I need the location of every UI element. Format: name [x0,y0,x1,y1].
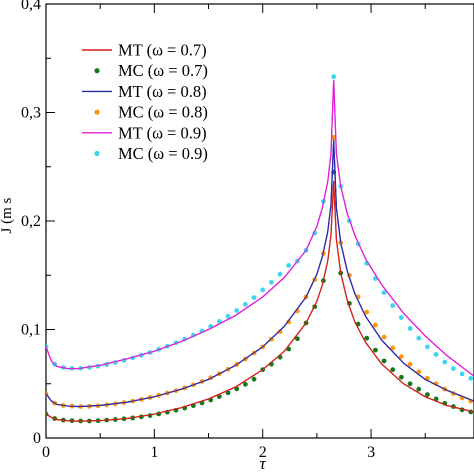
y-tick-label: 0,1 [21,322,41,339]
y-tick-label: 0 [33,430,41,447]
y-tick-label: 0,3 [21,105,41,122]
x-tick-label: 0 [42,444,50,461]
x-tick-label: 1 [150,444,158,461]
plot-area: 0 1 2 3 0 0,1 0,2 0,3 0,4 [21,0,474,461]
x-axis-label: τ [260,454,267,473]
data-point [373,347,378,353]
data-point [234,308,240,313]
data-point [260,287,266,293]
data-point [442,359,448,365]
ticks-layer: 0 1 2 3 0 0,1 0,2 0,3 0,4 [21,0,426,461]
series-line-overlay-5 [46,79,474,377]
data-point [268,279,274,285]
legend-entry: MT (ω = 0.7) [82,41,207,60]
data-point [364,309,370,315]
data-point [373,322,378,328]
data-point [331,135,337,140]
data-point [399,374,404,380]
data-point [277,329,283,335]
legend: MT (ω = 0.7)MC (ω = 0.7) MT (ω = 0.8) MC (… [82,41,208,163]
data-point [399,354,404,360]
data-point [331,74,337,80]
data-point [468,375,474,381]
series-layer [46,74,474,424]
data-point [225,313,231,319]
data-point [407,361,413,367]
data-point [294,336,300,342]
series-line [46,79,474,377]
data-point [390,303,396,309]
data-point [425,392,430,397]
series-line [46,139,474,408]
data-point [390,345,396,351]
data-point [381,358,387,364]
series-line [46,79,474,377]
series-6 [46,74,474,381]
data-point [425,344,430,350]
data-point [381,334,387,340]
legend-entry: MT (ω = 0.8) [82,82,207,101]
legend-entry: MC (ω = 0.7) [94,61,208,80]
series-2 [46,169,474,424]
data-point [216,394,222,399]
legend-entry: MT (ω = 0.9) [82,123,207,142]
y-tick-label: 0,4 [21,0,41,13]
data-point [390,367,396,373]
data-point [251,295,257,300]
data-point [399,315,404,320]
x-tick-label: 2 [259,444,267,461]
data-point [225,390,231,396]
data-point [381,290,387,296]
series-4 [46,135,474,409]
legend-marker-swatch [94,68,100,74]
legend-label: MT (ω = 0.9) [118,123,207,142]
legend-label: MC (ω = 0.8) [118,103,208,122]
series-line-overlay-1 [46,180,474,422]
data-point [286,263,292,268]
legend-entry: MC (ω = 0.9) [94,144,208,163]
data-point [364,335,370,341]
legend-marker-swatch [94,109,100,115]
data-point [459,371,465,377]
plot-frame [45,3,474,439]
x-tick-label: 3 [367,444,375,461]
legend-label: MT (ω = 0.7) [118,41,207,60]
legend-label: MT (ω = 0.8) [118,82,207,101]
legend-label: MC (ω = 0.7) [118,61,208,80]
data-point [451,366,456,371]
series-line-overlay-3 [46,139,474,408]
data-point [407,381,413,387]
legend-label: MC (ω = 0.9) [118,144,208,163]
data-point [416,335,422,341]
legend-marker-swatch [94,150,100,157]
data-point [407,326,413,331]
series-5 [46,79,474,377]
data-point [277,271,283,277]
data-point [242,381,248,387]
data-point [242,301,248,307]
data-point [286,319,292,325]
y-tick-label: 0,2 [21,213,41,230]
data-point [416,386,422,392]
y-axis-label: J (m s [0,197,15,233]
series-line [46,180,474,422]
legend-entry: MC (ω = 0.8) [94,103,208,122]
data-point [433,352,439,357]
data-point [251,376,257,382]
